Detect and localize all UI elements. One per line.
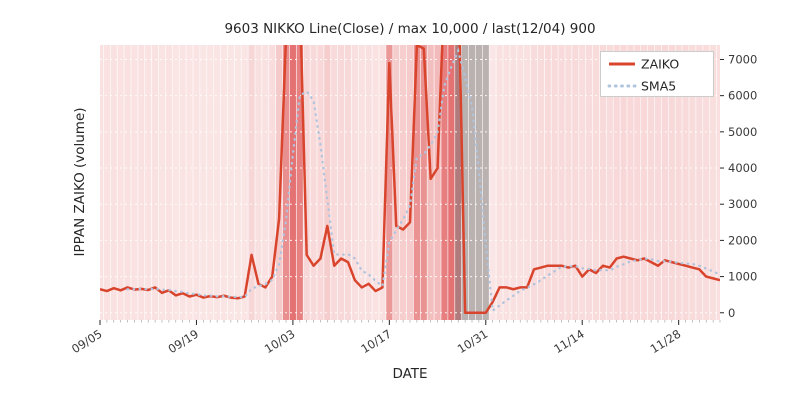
legend-label-zaiko: ZAIKO: [641, 57, 679, 72]
legend-label-sma5: SMA5: [641, 79, 676, 94]
plot-layer: 09/05 09/19 10/03 10/17 10/31 11/14 11/28 0 1000…: [69, 45, 757, 356]
y-tick-label: 1000: [728, 270, 757, 284]
x-axis-label: DATE: [392, 366, 427, 382]
x-tick-label: 10/17: [358, 327, 394, 356]
chart-title: 9603 NIKKO Line(Close) / max 10,000 / la…: [224, 21, 595, 37]
y-tick-label: 2000: [728, 233, 757, 247]
x-tick-label: 11/28: [648, 327, 684, 356]
y-axis-label: IPPAN ZAIKO (volume): [72, 107, 88, 256]
y-tick-label: 0: [728, 306, 735, 320]
x-tick-label: 09/19: [165, 327, 201, 356]
x-tick-label: 09/05: [69, 327, 105, 356]
y-tick-label: 6000: [728, 89, 757, 103]
y-tick-label: 7000: [728, 52, 757, 66]
zaiko-line: [100, 45, 720, 315]
plot-area: [100, 45, 720, 320]
x-tick-label: 10/31: [455, 327, 491, 356]
legend-box: [600, 51, 714, 97]
y-tick-label: 5000: [728, 125, 757, 139]
x-tick-label: 10/03: [262, 327, 298, 356]
y-tick-label: 4000: [728, 161, 757, 175]
y-tick-label: 3000: [728, 197, 757, 211]
legend: ZAIKO SMA5: [600, 51, 714, 97]
x-tick-label: 11/14: [551, 327, 587, 356]
